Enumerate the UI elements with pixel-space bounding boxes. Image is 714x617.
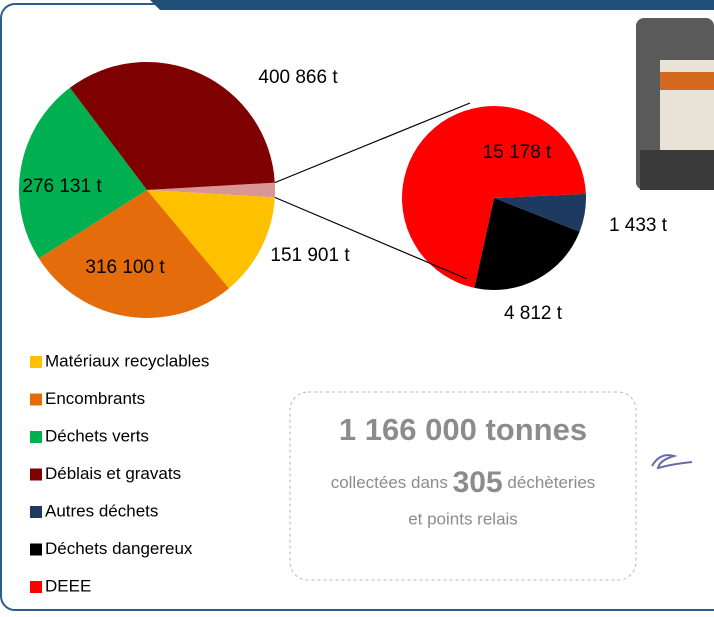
data-label: 4 812 t xyxy=(504,303,563,324)
legend-label: Autres déchets xyxy=(45,501,158,520)
data-label: 15 178 t xyxy=(483,142,552,163)
summary-line: et points relais xyxy=(408,509,518,528)
legend-swatch xyxy=(30,469,42,481)
legend-label: Encombrants xyxy=(45,389,145,408)
photo xyxy=(636,18,714,190)
legend-label: Déchets dangereux xyxy=(45,539,193,558)
legend-label: Déblais et gravats xyxy=(45,464,181,483)
data-label: 276 131 t xyxy=(22,176,102,197)
number: 305 xyxy=(453,466,503,499)
legend-swatch xyxy=(30,506,42,518)
data-label: 316 100 t xyxy=(85,257,165,278)
text: collectées dans xyxy=(331,473,448,492)
legend-swatch xyxy=(30,356,42,368)
legend-label: Matériaux recyclables xyxy=(45,351,209,370)
data-label: 1 433 t xyxy=(609,215,668,236)
legend-swatch xyxy=(30,431,42,443)
data-label: 400 866 t xyxy=(258,67,338,88)
legend-label: Déchets verts xyxy=(45,426,149,445)
top-bar xyxy=(150,0,714,10)
total: 1 166 000 tonnes xyxy=(339,412,587,447)
text: déchèteries xyxy=(507,473,595,492)
legend-swatch xyxy=(30,581,42,593)
data-label: 151 901 t xyxy=(270,245,350,266)
legend-swatch xyxy=(30,394,42,406)
page: 151 901 t 316 100 t 276 131 t 400 866 t 1 43… xyxy=(0,0,714,612)
legend-label: DEEE xyxy=(45,576,91,595)
legend-swatch xyxy=(30,544,42,556)
